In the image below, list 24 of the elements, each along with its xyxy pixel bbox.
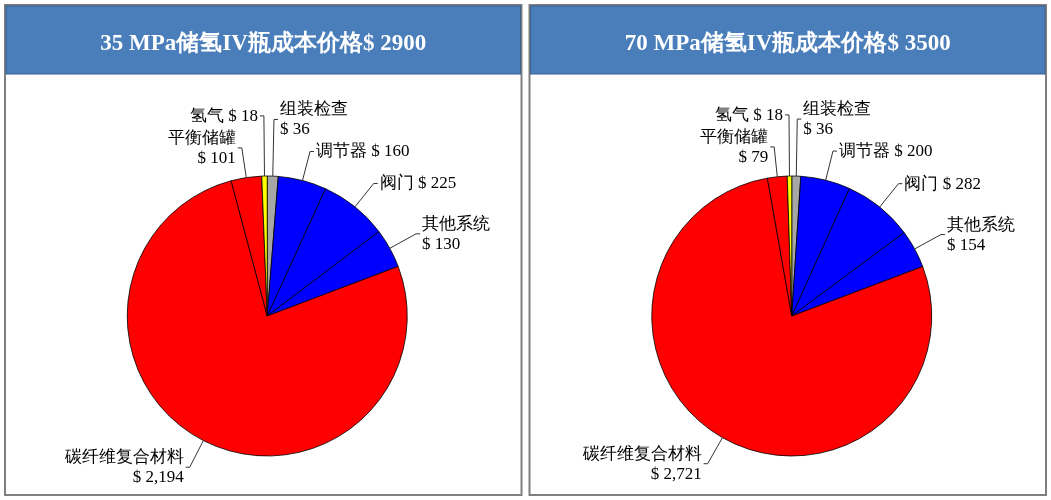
slice-label: 碳纤维复合材料 [581, 443, 702, 463]
slice-label: 调节器 $ 200 [838, 141, 933, 161]
slice-label: 其他系统 [422, 213, 491, 233]
slice-label: 调节器 $ 160 [316, 141, 410, 161]
data-label: $ 79 [738, 146, 769, 166]
chart-title: 70 MPa储氢IV瓶成本价格$ 3500 [624, 30, 951, 55]
data-label: $ 36 [279, 119, 310, 139]
data-label: $ 154 [946, 234, 986, 254]
slice-label: 氢气 $ 18 [189, 105, 258, 125]
slice-label: 其他系统 [946, 214, 1015, 234]
slice-label: 组装检查 [803, 99, 872, 119]
chart-title: 35 MPa储氢IV瓶成本价格$ 2900 [100, 30, 427, 55]
slice-label: 氢气 $ 18 [715, 104, 783, 124]
slice-label: 阀门 $ 282 [904, 173, 981, 193]
slice-label: 阀门 $ 225 [379, 173, 457, 193]
data-label: $ 36 [803, 119, 834, 139]
data-label: $ 101 [197, 147, 236, 167]
slice-label: 平衡储罐 [167, 127, 236, 147]
slice-label: 碳纤维复合材料 [63, 447, 184, 467]
slice-label: 组装检查 [279, 99, 348, 119]
data-label: $ 2,194 [132, 467, 185, 487]
slice-label: 平衡储罐 [700, 126, 769, 146]
data-label: $ 2,721 [650, 463, 702, 483]
data-label: $ 130 [422, 233, 461, 253]
